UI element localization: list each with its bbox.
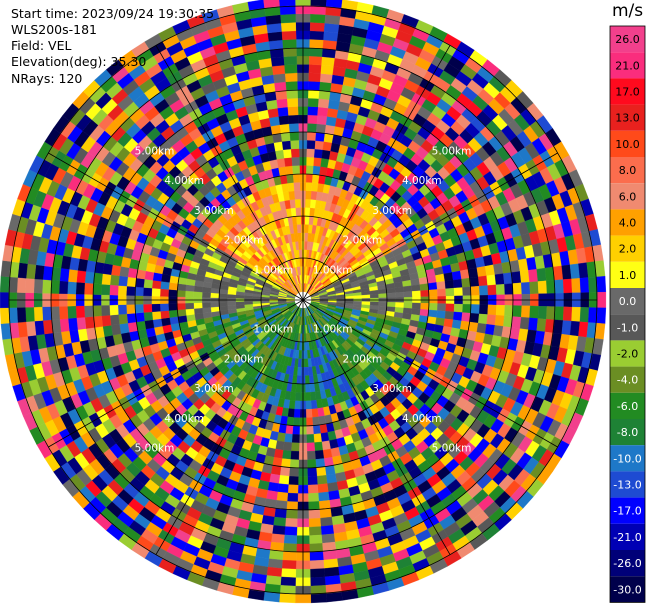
colorbar-tick-label: 13.0: [615, 112, 640, 125]
colorbar-tick-label: -30.0: [613, 583, 641, 596]
colorbar-tick-label: -8.0: [617, 426, 638, 439]
colorbar-tick-label: 17.0: [615, 86, 640, 99]
colorbar-tick-label: 26.0: [615, 33, 640, 46]
colorbar-tick-label: -6.0: [617, 400, 638, 413]
colorbar-tick-label: 1.0: [619, 269, 637, 282]
colorbar-tick-label: 8.0: [619, 164, 637, 177]
colorbar-tick-label: -26.0: [613, 557, 641, 570]
colorbar-tick-label: 10.0: [615, 138, 640, 151]
colorbar-tick-label: -4.0: [617, 374, 638, 387]
colorbar-tick-label: 6.0: [619, 190, 637, 203]
colorbar-tick-label: -10.0: [613, 452, 641, 465]
colorbar-tick-label: -17.0: [613, 505, 641, 518]
colorbar-tick-label: -2.0: [617, 348, 638, 361]
velocity-gate: [295, 0, 311, 6]
velocity-gate: [310, 0, 327, 7]
colorbar-tick-label: -1.0: [617, 321, 638, 334]
velocity-gate: [325, 0, 343, 9]
colorbar-tick-label: 2.0: [619, 243, 637, 256]
colorbar-tick-label: -21.0: [613, 531, 641, 544]
colorbar-tick-label: 0.0: [619, 295, 637, 308]
colorbar-tick-label: 21.0: [615, 59, 640, 72]
colorbar-tick-label: 4.0: [619, 217, 637, 230]
velocity-gates: [0, 0, 607, 604]
colorbar-tick-label: -13.0: [613, 479, 641, 492]
